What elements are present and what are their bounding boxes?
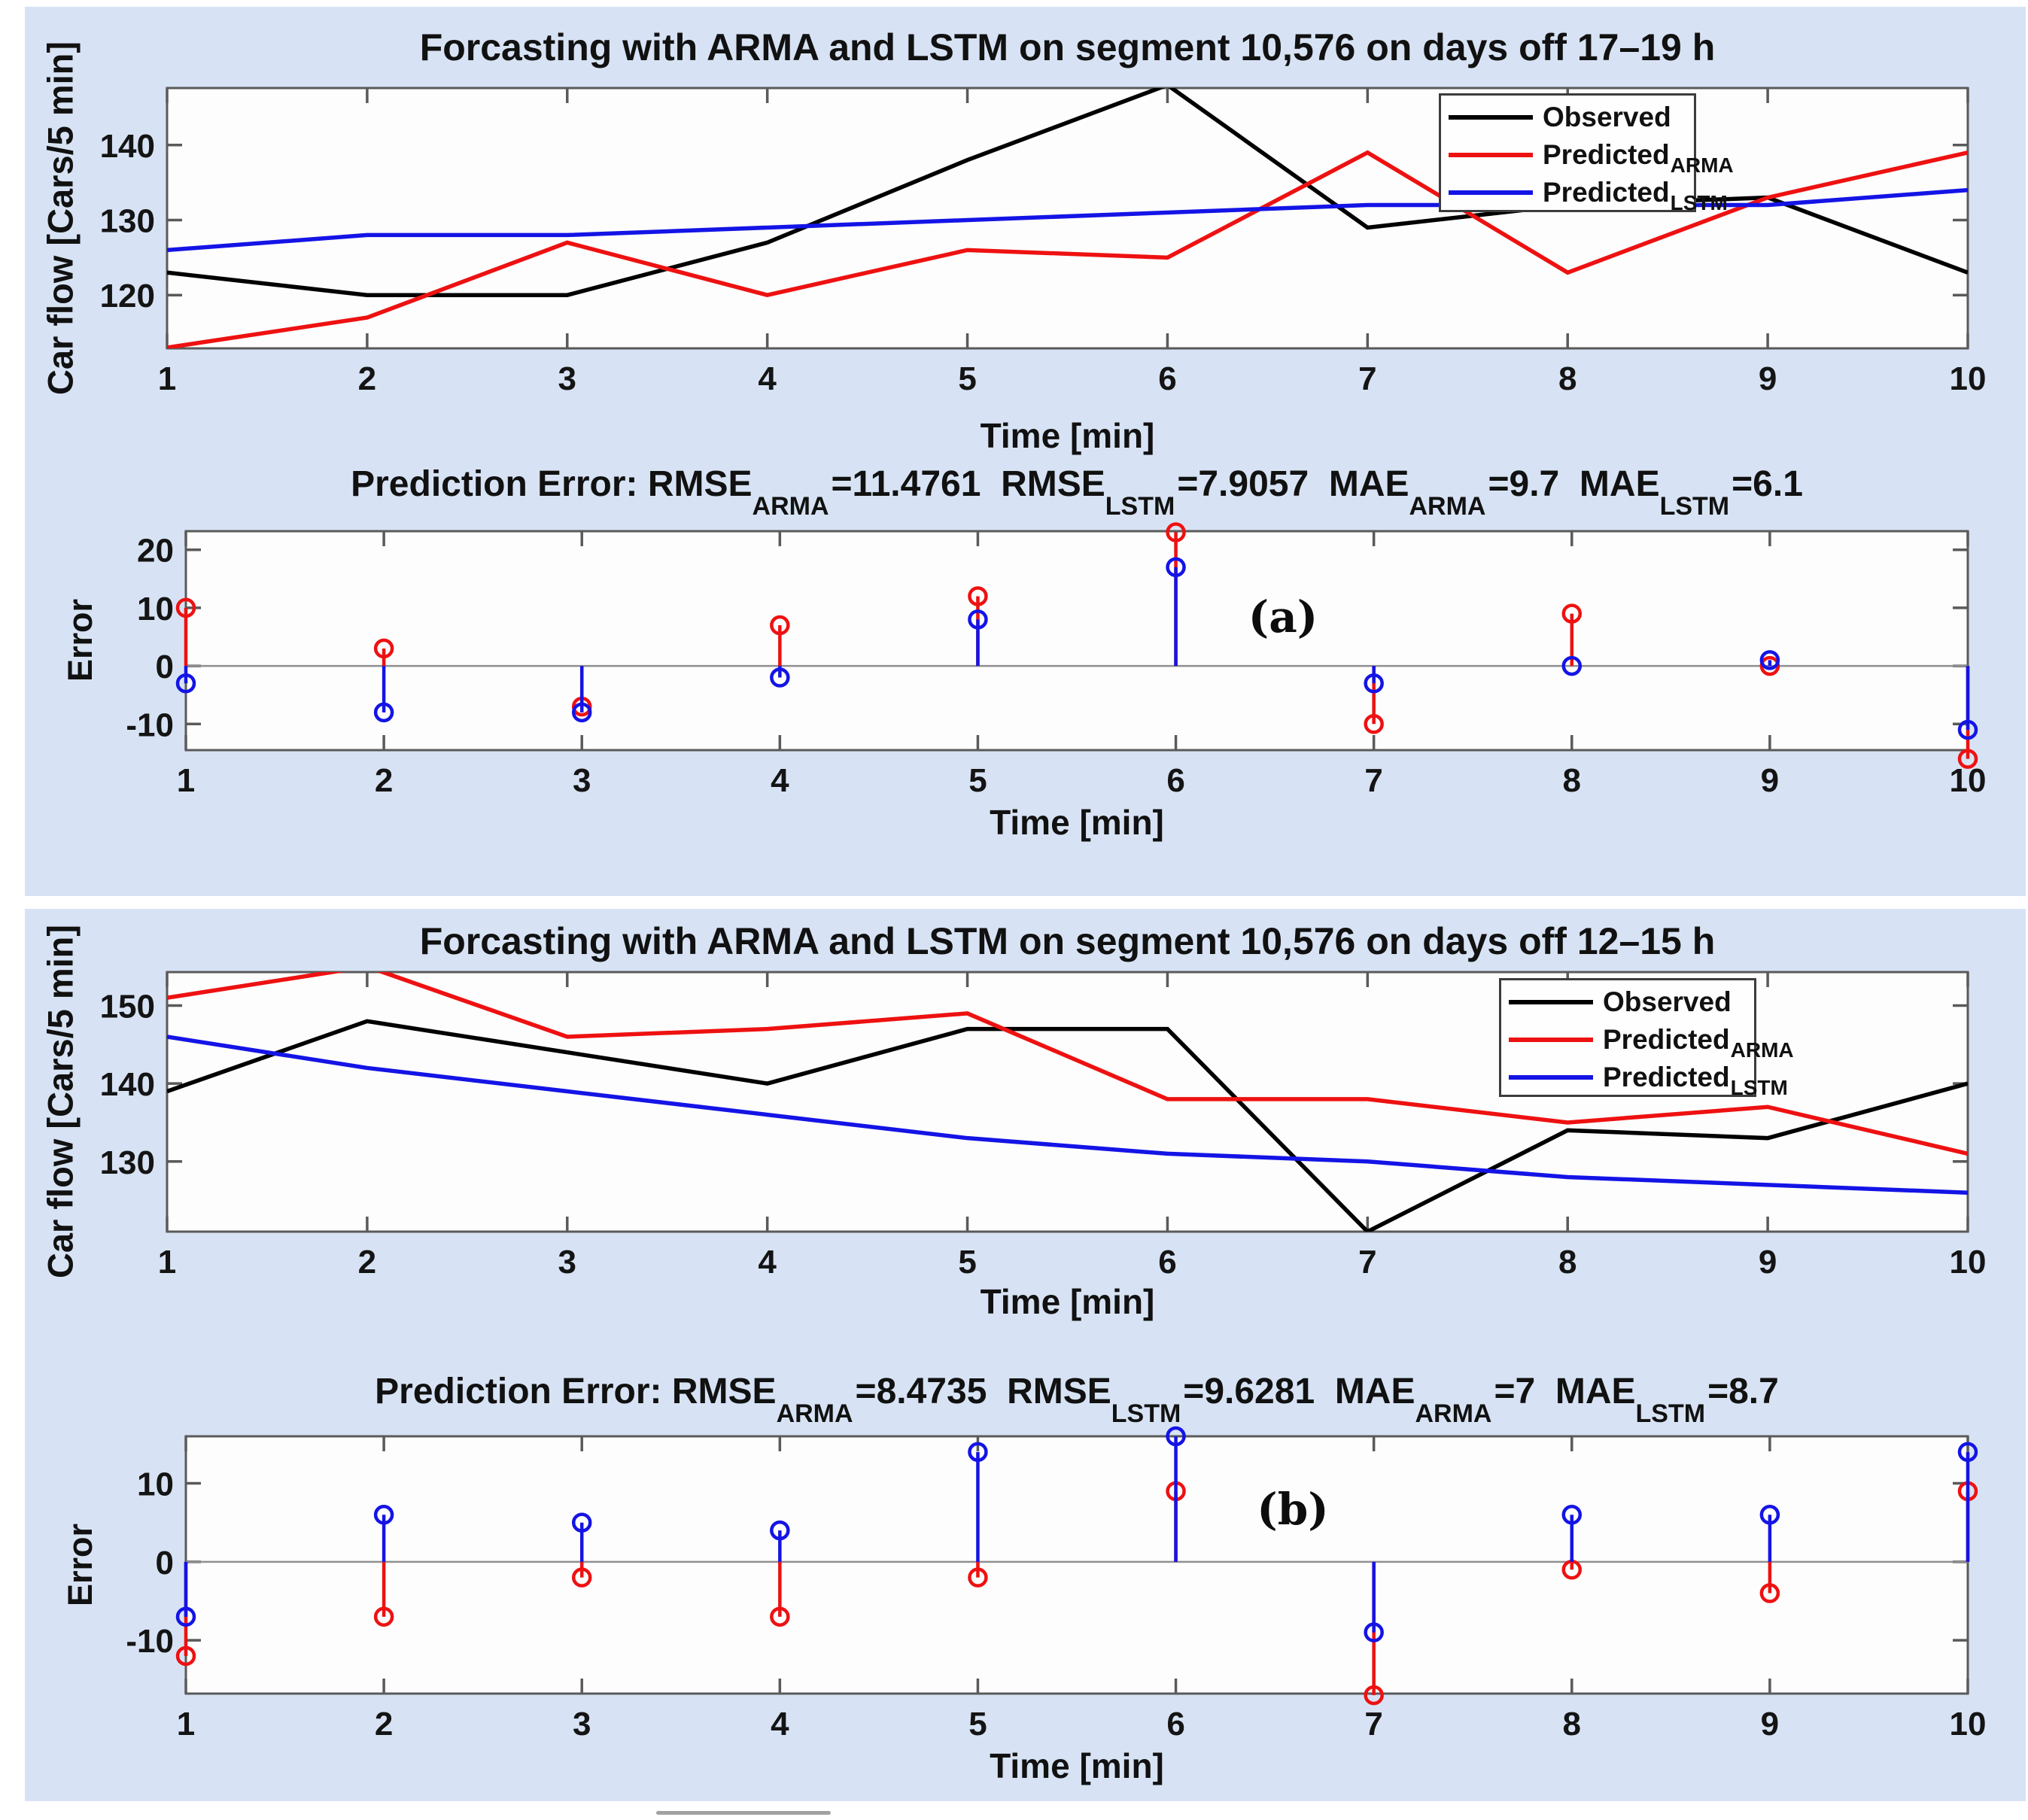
error-a-ylabel: Error — [61, 598, 99, 682]
legend-label: Observed — [1603, 986, 1732, 1017]
legend-entry: Observed — [1449, 99, 1694, 136]
legend-entry: Predicted ARMA — [1509, 1021, 1794, 1062]
forecast-a-xlabel: Time [min] — [980, 416, 1155, 455]
forecast-b-title: Forcasting with ARMA and LSTM on segment… — [419, 920, 1716, 962]
legend-entry: Observed — [1509, 983, 1754, 1021]
legend-label: Predicted — [1543, 177, 1670, 208]
legend-line-sample — [1509, 1038, 1593, 1042]
legend-entry: Predicted LSTM — [1509, 1059, 1788, 1099]
legend-label-subscript: LSTM — [1670, 191, 1728, 214]
forecast-b-ylabel: Car flow [Cars/5 min] — [40, 924, 81, 1279]
scan-artifact-line — [656, 1811, 831, 1815]
legend-line-sample — [1449, 190, 1533, 195]
forecast-a-title: Forcasting with ARMA and LSTM on segment… — [419, 26, 1716, 68]
legend-label-subscript: ARMA — [1670, 153, 1734, 177]
legend-label-subscript: ARMA — [1730, 1038, 1794, 1062]
forecast-b-xlabel: Time [min] — [980, 1282, 1155, 1321]
legend-label: Predicted — [1543, 139, 1670, 170]
legend-entry: Predicted LSTM — [1449, 174, 1728, 214]
error-a-title: Prediction Error: RMSEARMA=11.4761 RMSEL… — [351, 464, 1803, 521]
error-a-xlabel: Time [min] — [990, 803, 1164, 842]
legend-line-sample — [1449, 115, 1533, 120]
forecast-a-legend: Observed Predicted ARMA Predicted LSTM — [1439, 93, 1734, 214]
legend-line-sample — [1509, 1000, 1593, 1004]
error-b-ylabel: Error — [61, 1523, 99, 1607]
legend-label: Observed — [1543, 102, 1671, 132]
legend-line-sample — [1509, 1075, 1593, 1080]
panel-a-annotation: (a) — [1248, 591, 1318, 643]
legend-label: Predicted — [1603, 1024, 1730, 1055]
forecast-b-legend: Observed Predicted ARMA Predicted LSTM — [1499, 978, 1794, 1099]
legend-label-subscript: LSTM — [1730, 1076, 1788, 1099]
legend-entry: Predicted ARMA — [1449, 136, 1734, 177]
panel-b-annotation: (b) — [1257, 1484, 1329, 1535]
error-b-title: Prediction Error: RMSEARMA=8.4735 RMSELS… — [375, 1372, 1779, 1428]
forecast-a-ylabel: Car flow [Cars/5 min] — [40, 41, 81, 396]
error-b-xlabel: Time [min] — [990, 1746, 1164, 1785]
legend-label: Predicted — [1603, 1062, 1730, 1092]
legend-line-sample — [1449, 153, 1533, 157]
